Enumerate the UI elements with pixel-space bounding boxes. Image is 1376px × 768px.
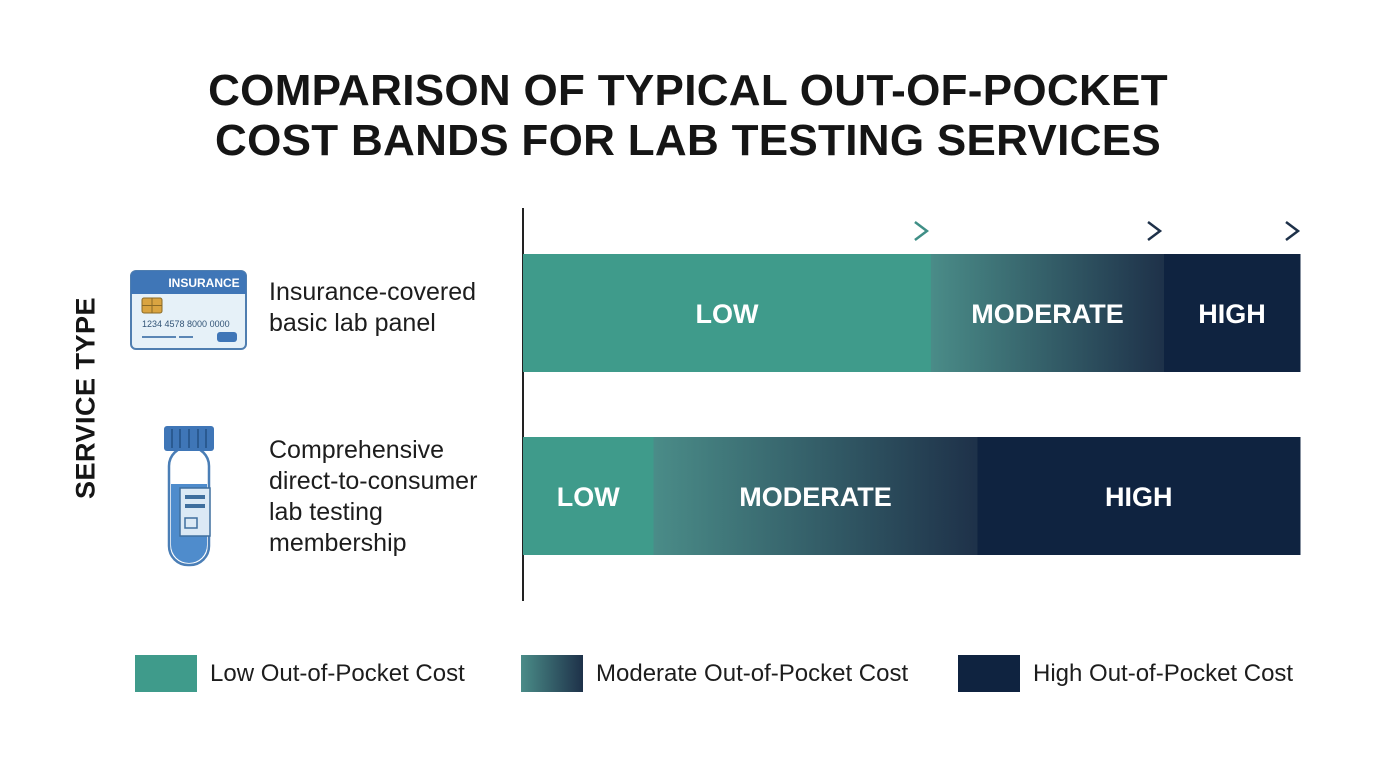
row-label-line: Comprehensive — [269, 436, 445, 464]
bar-low-row-1 — [523, 254, 932, 372]
bar-label-low-row-1: LOW — [695, 299, 758, 329]
bar-label-low-row-2: LOW — [557, 482, 620, 512]
row-label-line: direct-to-consumer — [269, 467, 478, 495]
bar-high-row-1 — [1164, 254, 1301, 372]
bar-label-high-row-1: HIGH — [1198, 299, 1266, 329]
bar-moderate-row-1 — [930, 254, 1165, 372]
legend-swatch-moderate — [521, 655, 583, 692]
card-label: INSURANCE — [168, 276, 239, 290]
insurance-card-icon: INSURANCE 1234 4578 8000 0000 — [130, 270, 247, 350]
legend-label-low: Low Out-of-Pocket Cost — [210, 660, 465, 687]
legend-swatch-high — [958, 655, 1020, 692]
bar-label-high-row-2: HIGH — [1105, 482, 1173, 512]
bar-label-moderate-row-2: MODERATE — [739, 482, 892, 512]
chart-title-line-1: COMPARISON OF TYPICAL OUT-OF-POCKET — [208, 66, 1168, 115]
bar-low-row-2 — [523, 437, 655, 555]
bar-label-moderate-row-1: MODERATE — [971, 299, 1124, 329]
test-tube-icon — [164, 426, 214, 567]
row-label-line: basic lab panel — [269, 309, 436, 337]
chart-title: COMPARISON OF TYPICAL OUT-OF-POCKET COST… — [0, 66, 1376, 166]
bar-moderate-row-2 — [653, 437, 979, 555]
bar-high-row-2 — [977, 437, 1301, 555]
row-label-line: Insurance-covered — [269, 278, 477, 306]
direction-arrowhead-high — [1285, 221, 1301, 241]
row-label-line: lab testing — [269, 498, 383, 526]
legend-swatch-low — [135, 655, 197, 692]
direction-arrowhead-moderate — [1147, 221, 1163, 241]
legend-label-moderate: Moderate Out-of-Pocket Cost — [596, 660, 909, 687]
row-label-direct-to-consumer: Comprehensive direct-to-consumer lab tes… — [269, 435, 477, 559]
card-number: 1234 4578 8000 0000 — [142, 319, 230, 329]
legend-label-high: High Out-of-Pocket Cost — [1033, 660, 1294, 687]
chart-title-line-2: COST BANDS FOR LAB TESTING SERVICES — [215, 116, 1161, 165]
row-label-line: membership — [269, 529, 407, 557]
direction-arrowhead-low — [914, 221, 930, 241]
row-label-insurance: Insurance-covered basic lab panel — [269, 277, 476, 339]
